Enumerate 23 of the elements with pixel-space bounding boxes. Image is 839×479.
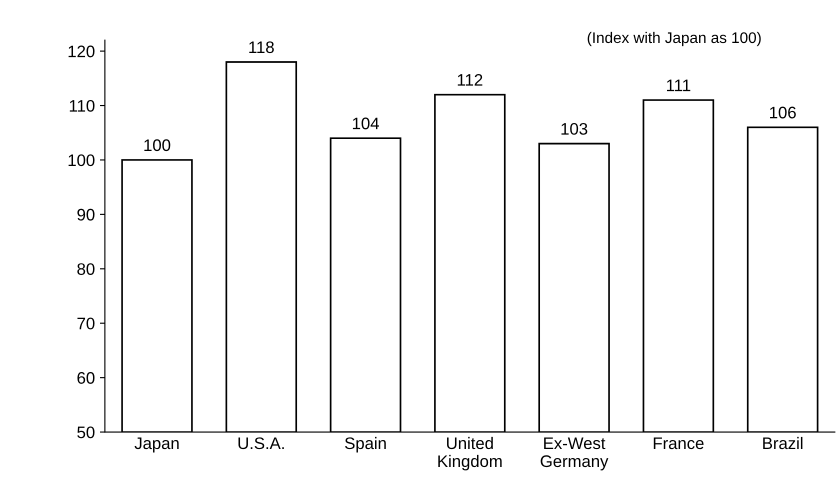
data-label: 104 (352, 118, 379, 130)
y-tick-label: 70 (77, 318, 95, 330)
x-tick-label: France (654, 438, 704, 450)
y-tick-label: 110 (70, 100, 95, 112)
data-label: 118 (249, 41, 274, 54)
x-tick-label: Ex-West Germany (540, 438, 608, 470)
data-label: 112 (458, 74, 482, 86)
x-tick-label: Spain (345, 436, 386, 452)
y-tick-label: 120 (68, 46, 95, 58)
y-tick-label: 100 (68, 154, 95, 166)
y-tick-label: 60 (77, 372, 95, 384)
x-tick-label: Brazil (763, 436, 802, 450)
y-tick-label: 80 (77, 263, 95, 275)
annotation: (Index with Japan as 100) (588, 32, 761, 46)
data-label: 106 (770, 106, 796, 118)
y-tick-label: 50 (77, 426, 95, 438)
x-tick-label: Japan (134, 438, 179, 452)
data-label: 103 (561, 122, 588, 135)
data-label: 111 (666, 80, 690, 92)
y-tick-label: 90 (77, 208, 95, 221)
x-tick-label: U.S.A. (238, 437, 284, 450)
data-label: 100 (144, 139, 170, 152)
x-tick-label: United Kingdom (438, 436, 502, 470)
